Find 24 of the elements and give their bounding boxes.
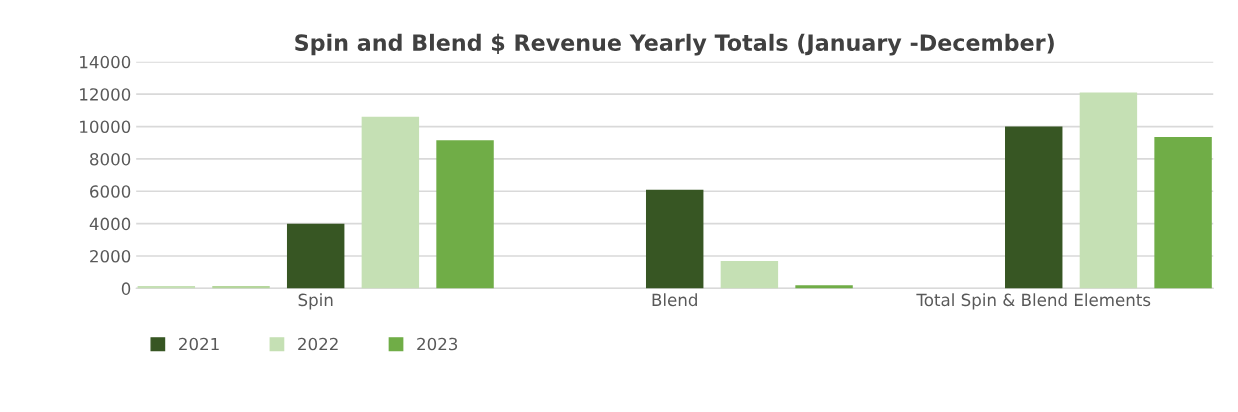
x-tick-label: Spin <box>298 293 333 310</box>
y-tick-label: 2000 <box>90 249 131 263</box>
y-tick-label: 0 <box>121 282 131 295</box>
x-tick-label: Total Spin & Blend Elements <box>916 293 1151 310</box>
legend-label: 2022 <box>298 337 338 351</box>
y-tick-label: 8000 <box>90 152 131 166</box>
y-tick-label: 10000 <box>80 120 131 134</box>
bar <box>1154 137 1212 289</box>
bar <box>1079 92 1138 289</box>
chart-title: Spin and Blend $ Revenue Yearly Totals (January -December) <box>295 33 1054 56</box>
bar <box>720 260 779 289</box>
x-tick-label: Blend <box>652 293 697 307</box>
bar <box>286 223 345 289</box>
bar <box>436 140 494 289</box>
legend-label: 2021 <box>179 337 219 351</box>
y-tick-label: 12000 <box>80 88 131 101</box>
bar <box>645 189 704 289</box>
bar <box>361 116 420 289</box>
y-tick-label: 14000 <box>80 55 131 69</box>
bar <box>1005 126 1063 289</box>
legend-label: 2023 <box>417 337 458 351</box>
y-tick-label: 6000 <box>90 185 131 198</box>
bar <box>795 285 853 289</box>
y-tick-label: 4000 <box>89 217 131 231</box>
